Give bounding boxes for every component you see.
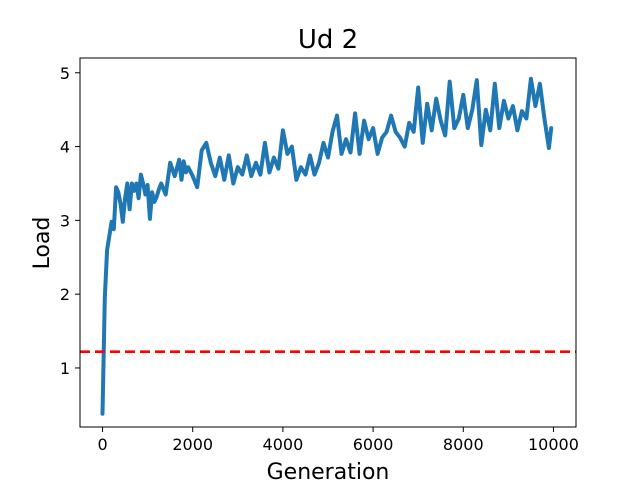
x-tick-label: 8000 (443, 435, 484, 454)
chart-title: Ud 2 (298, 25, 358, 55)
x-tick-label: 2000 (172, 435, 213, 454)
x-tick-label: 6000 (353, 435, 394, 454)
x-tick-label: 4000 (263, 435, 304, 454)
x-axis-label: Generation (267, 460, 390, 480)
y-tick-label: 2 (60, 285, 70, 304)
y-tick-label: 3 (60, 211, 70, 230)
y-tick-label: 5 (60, 64, 70, 83)
series-line (100, 76, 554, 416)
y-tick-label: 1 (60, 359, 70, 378)
plot-frame (79, 57, 577, 428)
plot-content (80, 76, 576, 416)
y-axis-ticks: 1 2 3 4 5 (60, 64, 80, 378)
x-tick-label: 10000 (528, 435, 579, 454)
x-axis-ticks: 0 2000 4000 6000 8000 10000 (97, 427, 579, 454)
x-tick-label: 0 (97, 435, 107, 454)
y-axis-label: Load (30, 217, 55, 270)
y-tick-label: 4 (60, 138, 70, 157)
